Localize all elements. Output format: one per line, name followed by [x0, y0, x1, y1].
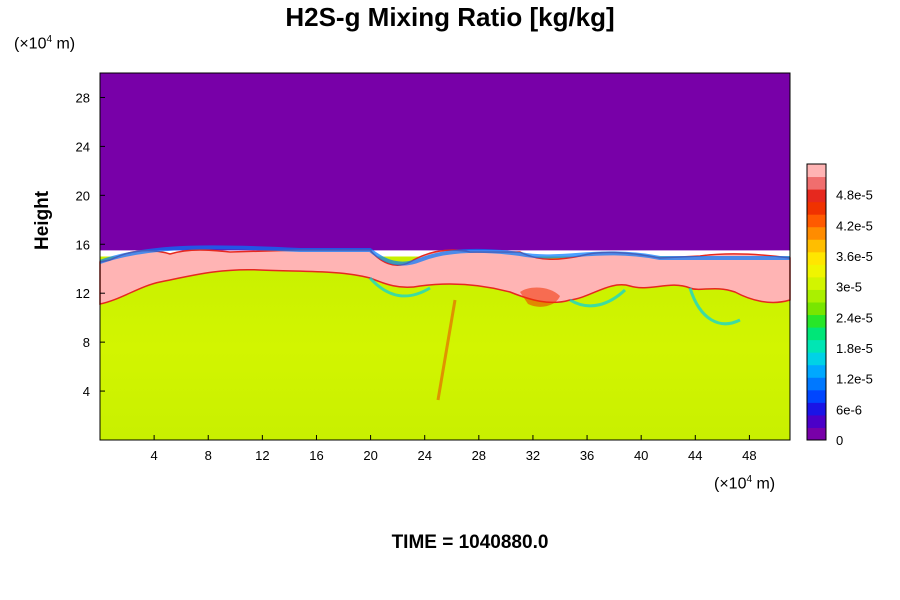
- x-tick-label: 24: [417, 448, 431, 463]
- interface-edge: [99, 245, 790, 266]
- colorbar-swatch: [807, 264, 826, 278]
- plume: [436, 299, 457, 401]
- y-tick-label: 8: [83, 335, 90, 350]
- x-tick-label: 12: [255, 448, 269, 463]
- interface-edge-2: [368, 276, 741, 326]
- y-tick-label: 20: [76, 188, 90, 203]
- plot-frame: [99, 72, 791, 441]
- y-tick-label: 24: [76, 139, 90, 154]
- y-tick-label: 12: [76, 286, 90, 301]
- x-tick-label: 44: [688, 448, 702, 463]
- colorbar-swatch: [807, 414, 826, 428]
- colorbar-swatch: [807, 427, 826, 441]
- y-ticks: 4 8 12 16 20 24 28: [76, 90, 105, 399]
- colorbar-swatch: [807, 276, 826, 290]
- upper-region: [100, 73, 790, 251]
- x-tick-label: 8: [205, 448, 212, 463]
- colorbar-swatch: [807, 239, 826, 253]
- y-unit-label: (×104 m): [14, 34, 76, 53]
- colorbar-swatch: [807, 364, 826, 378]
- colorbar-swatch: [807, 314, 826, 328]
- colorbar-swatch: [807, 352, 826, 366]
- x-tick-label: 40: [634, 448, 648, 463]
- heatmap-field: [99, 73, 791, 440]
- colorbar: 4.8e-5 4.2e-5 3.6e-5 3e-5 2.4e-5 1.8e-5 1.2e-5…: [806, 163, 873, 448]
- colorbar-swatch: [807, 164, 826, 178]
- colorbar-swatch: [807, 402, 826, 416]
- y-tick-label: 4: [83, 384, 90, 399]
- lower-region: [100, 256, 790, 440]
- colorbar-label: 0: [836, 433, 843, 448]
- colorbar-swatch: [807, 189, 826, 203]
- colorbar-swatch: [807, 176, 826, 190]
- colorbar-swatch: [807, 302, 826, 316]
- colorbar-swatch: [807, 377, 826, 391]
- high-patch: [520, 287, 560, 307]
- colorbar-swatch: [807, 226, 826, 240]
- colorbar-label: 3.6e-5: [836, 249, 873, 264]
- colorbar-label: 4.8e-5: [836, 188, 873, 203]
- colorbar-swatch: [807, 389, 826, 403]
- colorbar-label: 4.2e-5: [836, 218, 873, 233]
- y-tick-label: 28: [76, 90, 90, 105]
- x-tick-label: 32: [526, 448, 540, 463]
- colorbar-swatch: [807, 339, 826, 353]
- colorbar-label: 1.8e-5: [836, 341, 873, 356]
- colorbar-swatch: [807, 251, 826, 265]
- colorbar-frame: [806, 163, 827, 441]
- colorbar-label: 1.2e-5: [836, 372, 873, 387]
- time-label: TIME = 1040880.0: [391, 532, 549, 553]
- x-tick-label: 36: [580, 448, 594, 463]
- x-tick-label: 28: [472, 448, 486, 463]
- colorbar-swatch: [807, 327, 826, 341]
- chart-title: H2S-g Mixing Ratio [kg/kg]: [285, 2, 615, 32]
- x-tick-label: 48: [742, 448, 756, 463]
- x-tick-label: 4: [151, 448, 158, 463]
- x-tick-label: 16: [309, 448, 323, 463]
- colorbar-label: 3e-5: [836, 280, 862, 295]
- y-tick-label: 16: [76, 237, 90, 252]
- x-ticks: 4 8 12 16 20 24 28 32 36 40 44 48: [151, 435, 757, 463]
- x-unit-label: (×104 m): [714, 474, 776, 493]
- colorbar-label: 6e-6: [836, 402, 862, 417]
- colorbar-swatch: [807, 214, 826, 228]
- colorbar-swatch: [807, 201, 826, 215]
- colorbar-swatch: [807, 289, 826, 303]
- colorbar-label: 2.4e-5: [836, 310, 873, 325]
- x-tick-label: 20: [363, 448, 377, 463]
